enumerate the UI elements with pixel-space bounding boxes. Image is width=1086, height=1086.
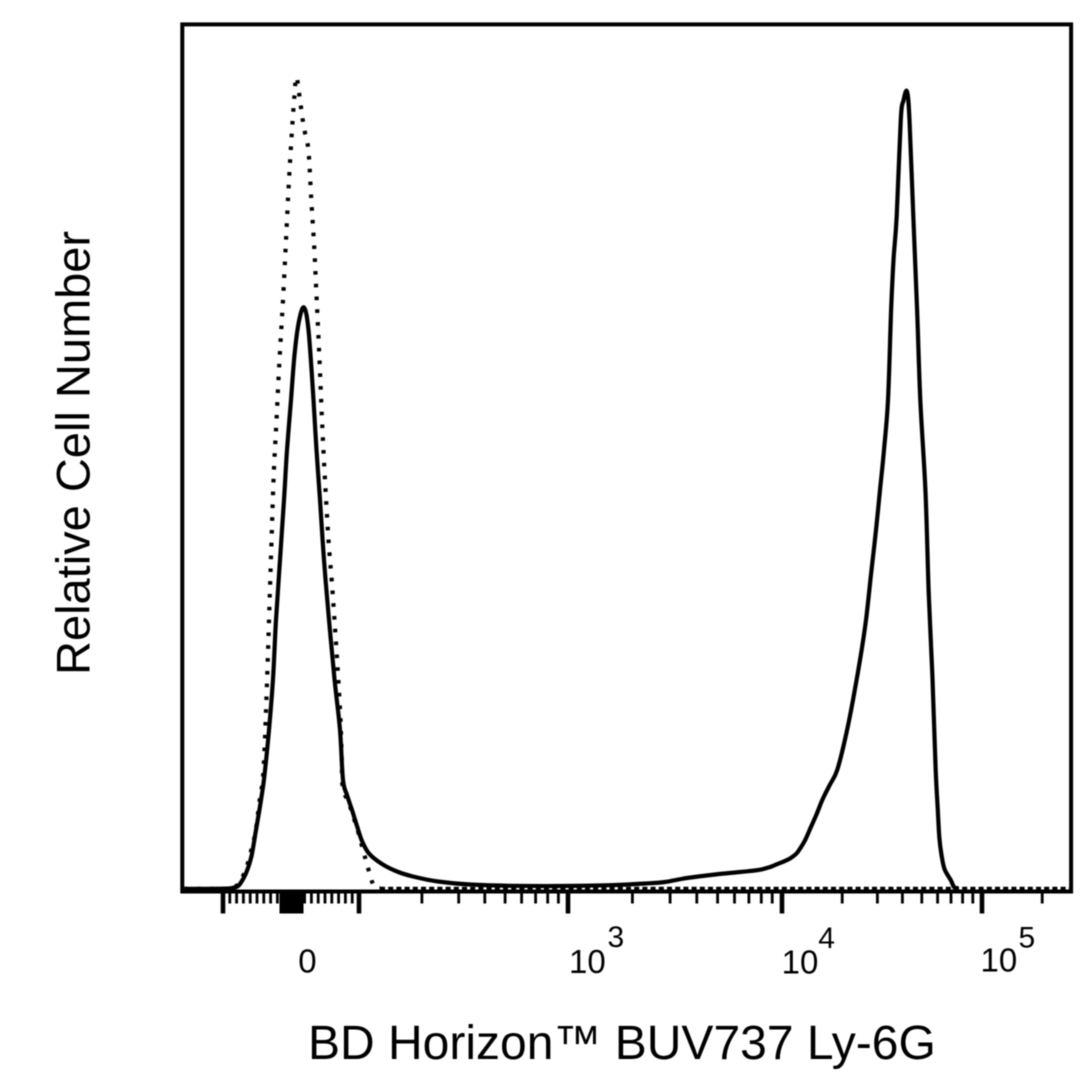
svg-text:0: 0 [298,943,316,980]
svg-text:4: 4 [818,922,835,955]
svg-text:10: 10 [569,943,606,980]
svg-text:Relative Cell Number: Relative Cell Number [47,231,100,675]
svg-text:10: 10 [782,944,819,981]
svg-text:10: 10 [981,942,1018,979]
svg-text:5: 5 [1019,922,1036,955]
svg-text:3: 3 [608,921,625,954]
svg-text:BD Horizon™ BUV737 Ly-6G: BD Horizon™ BUV737 Ly-6G [308,1017,936,1070]
